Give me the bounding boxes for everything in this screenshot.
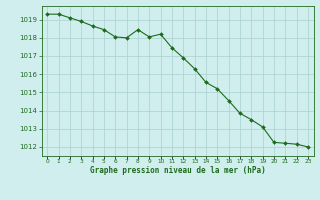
X-axis label: Graphe pression niveau de la mer (hPa): Graphe pression niveau de la mer (hPa)	[90, 166, 266, 175]
